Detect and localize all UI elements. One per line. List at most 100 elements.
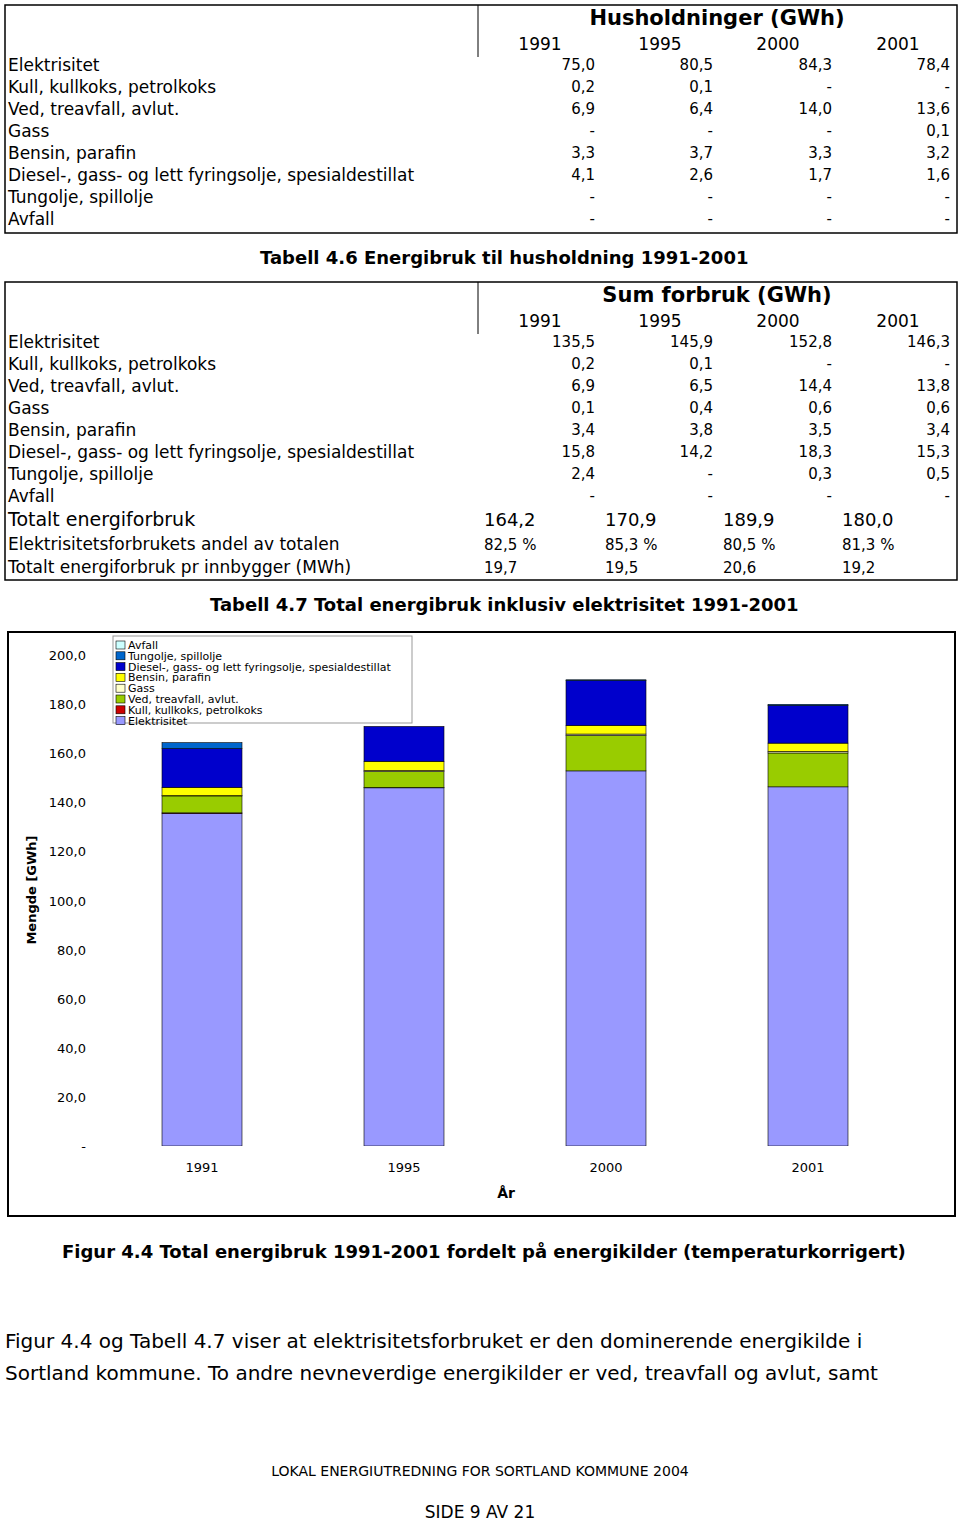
summary-value: 19,7 [484,559,517,577]
x-tick-label: 2000 [589,1160,622,1175]
bar-segment [162,813,242,1146]
cell-value: - [945,210,950,228]
summary-value: 81,3 % [842,536,894,554]
cell-value: 3,3 [808,144,832,162]
row-label: Tungolje, spillolje [7,464,153,484]
summary-value: 170,9 [605,509,657,530]
cell-value: 0,1 [689,355,713,373]
cell-value: 6,5 [689,377,713,395]
row-label: Avfall [8,209,55,229]
cell-value: 0,1 [926,122,950,140]
bar-segment [364,726,444,727]
cell-value: 2,6 [689,166,713,184]
row-label: Ved, treavfall, avlut. [8,99,179,119]
y-tick-label: 180,0 [49,697,86,712]
cell-value: - [708,465,713,483]
cell-value: 0,2 [571,355,595,373]
footer-title: LOKAL ENERGIUTREDNING FOR SORTLAND KOMMU… [271,1463,689,1479]
cell-value: - [708,487,713,505]
year-header: 2001 [876,34,919,54]
cell-value: 3,5 [808,421,832,439]
row-label: Kull, kullkoks, petrolkoks [8,77,216,97]
cell-value: 18,3 [799,443,832,461]
cell-value: 3,2 [926,144,950,162]
legend-swatch [116,641,125,649]
summary-value: 19,5 [605,559,638,577]
x-tick-label: 1991 [185,1160,218,1175]
cell-value: 0,5 [926,465,950,483]
row-label: Kull, kullkoks, petrolkoks [8,354,216,374]
bar-segment [566,736,646,771]
cell-value: 0,1 [571,399,595,417]
cell-value: - [827,78,832,96]
summary-value: 180,0 [842,509,894,530]
cell-value: 135,5 [552,333,595,351]
page-number: SIDE 9 AV 21 [425,1502,535,1522]
y-tick-label: 80,0 [57,943,86,958]
summary-label: Totalt energiforbruk pr innbygger (MWh) [7,557,351,577]
legend-swatch [116,652,125,660]
cell-value: 152,8 [789,333,832,351]
bar-segment [768,706,848,744]
row-label: Tungolje, spillolje [7,187,153,207]
cell-value: - [945,78,950,96]
y-tick-label: 160,0 [49,746,86,761]
legend-swatch [116,673,125,681]
cell-value: 3,4 [571,421,595,439]
cell-value: - [945,487,950,505]
y-tick-label: 140,0 [49,795,86,810]
cell-value: 75,0 [562,56,595,74]
table-title: Husholdninger (GWh) [589,6,844,30]
row-label: Elektrisitet [8,55,100,75]
summary-value: 82,5 % [484,536,536,554]
row-label: Gass [8,121,49,141]
year-header: 2000 [756,311,799,331]
cell-value: 1,6 [926,166,950,184]
cell-value: 13,6 [917,100,950,118]
year-header: 1991 [518,311,561,331]
cell-value: 0,1 [689,78,713,96]
y-tick-label: 200,0 [49,648,86,663]
summary-value: 189,9 [723,509,775,530]
x-tick-label: 2001 [791,1160,824,1175]
bar-segment [162,787,242,795]
row-label: Ved, treavfall, avlut. [8,376,179,396]
cell-value: - [827,122,832,140]
cell-value: 14,4 [799,377,832,395]
cell-value: 4,1 [571,166,595,184]
cell-value: 2,4 [571,465,595,483]
y-tick-label: 60,0 [57,992,86,1007]
legend-swatch [116,695,125,703]
cell-value: 1,7 [808,166,832,184]
cell-value: 15,3 [917,443,950,461]
table-frame [5,282,957,580]
bar-segment [162,796,242,813]
bars [162,680,848,1146]
bar-segment [566,771,646,1146]
cell-value: 0,6 [808,399,832,417]
cell-value: 14,2 [680,443,713,461]
cell-value: 145,9 [670,333,713,351]
y-tick-label: - [81,1139,86,1154]
row-label: Gass [8,398,49,418]
y-axis-title: Mengde [GWh] [24,835,39,944]
caption: Tabell 4.7 Total energibruk inklusiv ele… [210,594,799,615]
cell-value: - [708,210,713,228]
y-tick-label: 40,0 [57,1041,86,1056]
table-divider [478,5,479,57]
summary-value: 19,2 [842,559,875,577]
legend-swatch [116,706,125,714]
summary-value: 80,5 % [723,536,775,554]
bar-segment [162,749,242,788]
cell-value: 3,8 [689,421,713,439]
legend-frame [113,636,412,723]
bar-segment [364,726,444,761]
table-frame [5,5,957,233]
caption: Figur 4.4 Total energibruk 1991-2001 for… [62,1241,906,1262]
year-header: 2000 [756,34,799,54]
cell-value: - [708,188,713,206]
legend-swatch [116,684,125,692]
cell-value: - [827,210,832,228]
bar-segment [364,761,444,770]
cell-value: 0,2 [571,78,595,96]
